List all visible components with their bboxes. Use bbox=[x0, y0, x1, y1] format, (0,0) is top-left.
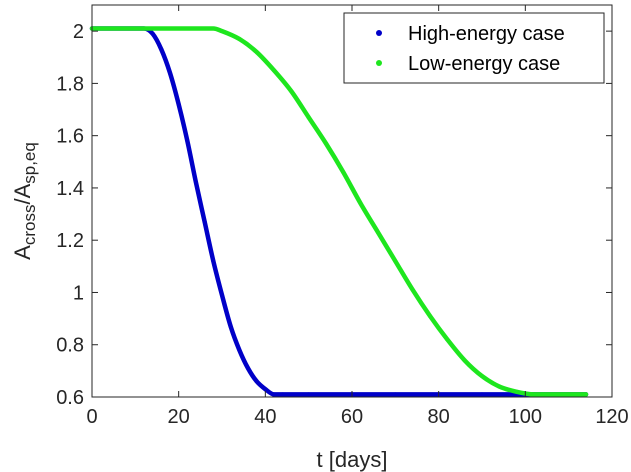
data-point bbox=[220, 293, 224, 298]
data-point bbox=[376, 230, 380, 235]
y-tick-label: 1.8 bbox=[56, 73, 84, 95]
x-tick-label: 120 bbox=[595, 406, 628, 428]
data-point bbox=[168, 70, 172, 75]
y-tick-label: 1 bbox=[73, 282, 84, 304]
data-point bbox=[393, 392, 398, 397]
data-point bbox=[324, 141, 328, 146]
data-point bbox=[150, 31, 155, 36]
y-axis-label: Across/Asp,eq bbox=[10, 142, 39, 260]
x-tick-label: 60 bbox=[341, 406, 363, 428]
x-tick-label: 0 bbox=[86, 406, 97, 428]
data-point bbox=[410, 287, 415, 292]
y-tick-label: 1.2 bbox=[56, 230, 84, 252]
legend: High-energy case Low-energy case bbox=[343, 12, 605, 84]
data-point bbox=[272, 68, 276, 73]
legend-marker bbox=[376, 30, 382, 36]
data-point bbox=[202, 219, 207, 224]
axis-ticks: 0 20 40 60 80 100 120 0.6 0.8 1 1.2 1.4 1.6 1.8 2 bbox=[56, 5, 629, 428]
data-point bbox=[341, 170, 346, 175]
y-tick-label: 1.6 bbox=[56, 126, 84, 148]
series-line-high-energy bbox=[89, 26, 589, 397]
legend-label: High-energy case bbox=[408, 23, 565, 45]
legend-label: Low-energy case bbox=[408, 53, 560, 75]
x-tick-label: 20 bbox=[168, 406, 190, 428]
data-point bbox=[246, 366, 250, 371]
data-point bbox=[280, 392, 285, 397]
data-point bbox=[211, 259, 216, 264]
data-point bbox=[289, 89, 294, 94]
data-point bbox=[445, 337, 450, 342]
data-point bbox=[211, 26, 216, 31]
y-axis-label-subscript: sp,eq bbox=[20, 142, 39, 184]
y-tick-label: 0.6 bbox=[56, 387, 84, 409]
y-tick-label: 2 bbox=[73, 21, 84, 43]
data-point bbox=[306, 115, 311, 120]
x-tick-label: 100 bbox=[509, 406, 542, 428]
data-point bbox=[159, 47, 164, 52]
y-axis-label-part: A bbox=[10, 245, 35, 260]
data-point bbox=[263, 387, 268, 392]
data-point bbox=[540, 392, 545, 397]
data-point bbox=[228, 324, 233, 329]
data-point bbox=[194, 180, 198, 185]
series-points bbox=[90, 26, 588, 397]
data-point bbox=[480, 392, 484, 397]
data-point bbox=[176, 26, 181, 31]
data-point bbox=[254, 50, 259, 55]
data-point bbox=[566, 392, 571, 397]
data-point bbox=[584, 392, 588, 397]
data-point bbox=[358, 201, 363, 206]
y-axis-label-subscript: cross bbox=[20, 205, 39, 246]
data-point bbox=[428, 313, 432, 318]
data-point bbox=[497, 384, 502, 389]
y-tick-label: 1.4 bbox=[56, 178, 84, 200]
data-point bbox=[133, 26, 138, 31]
data-point bbox=[185, 138, 190, 143]
x-tick-label: 40 bbox=[254, 406, 276, 428]
data-point bbox=[480, 374, 484, 379]
y-tick-label: 0.8 bbox=[56, 335, 84, 357]
y-axis-label-part: /A bbox=[10, 183, 35, 204]
data-point bbox=[462, 358, 467, 363]
legend-marker bbox=[376, 60, 382, 66]
data-point bbox=[514, 389, 519, 394]
data-point bbox=[254, 379, 259, 384]
data-point bbox=[237, 36, 242, 41]
data-point bbox=[532, 392, 536, 397]
data-point bbox=[220, 29, 224, 34]
series-layer bbox=[89, 26, 589, 397]
data-point bbox=[237, 347, 242, 352]
data-point bbox=[393, 259, 398, 264]
data-point bbox=[306, 392, 311, 397]
data-point bbox=[176, 102, 181, 107]
x-tick-label: 80 bbox=[428, 406, 450, 428]
data-point bbox=[272, 392, 276, 397]
legend-box bbox=[343, 12, 605, 84]
x-axis-label: t [days] bbox=[317, 447, 388, 472]
